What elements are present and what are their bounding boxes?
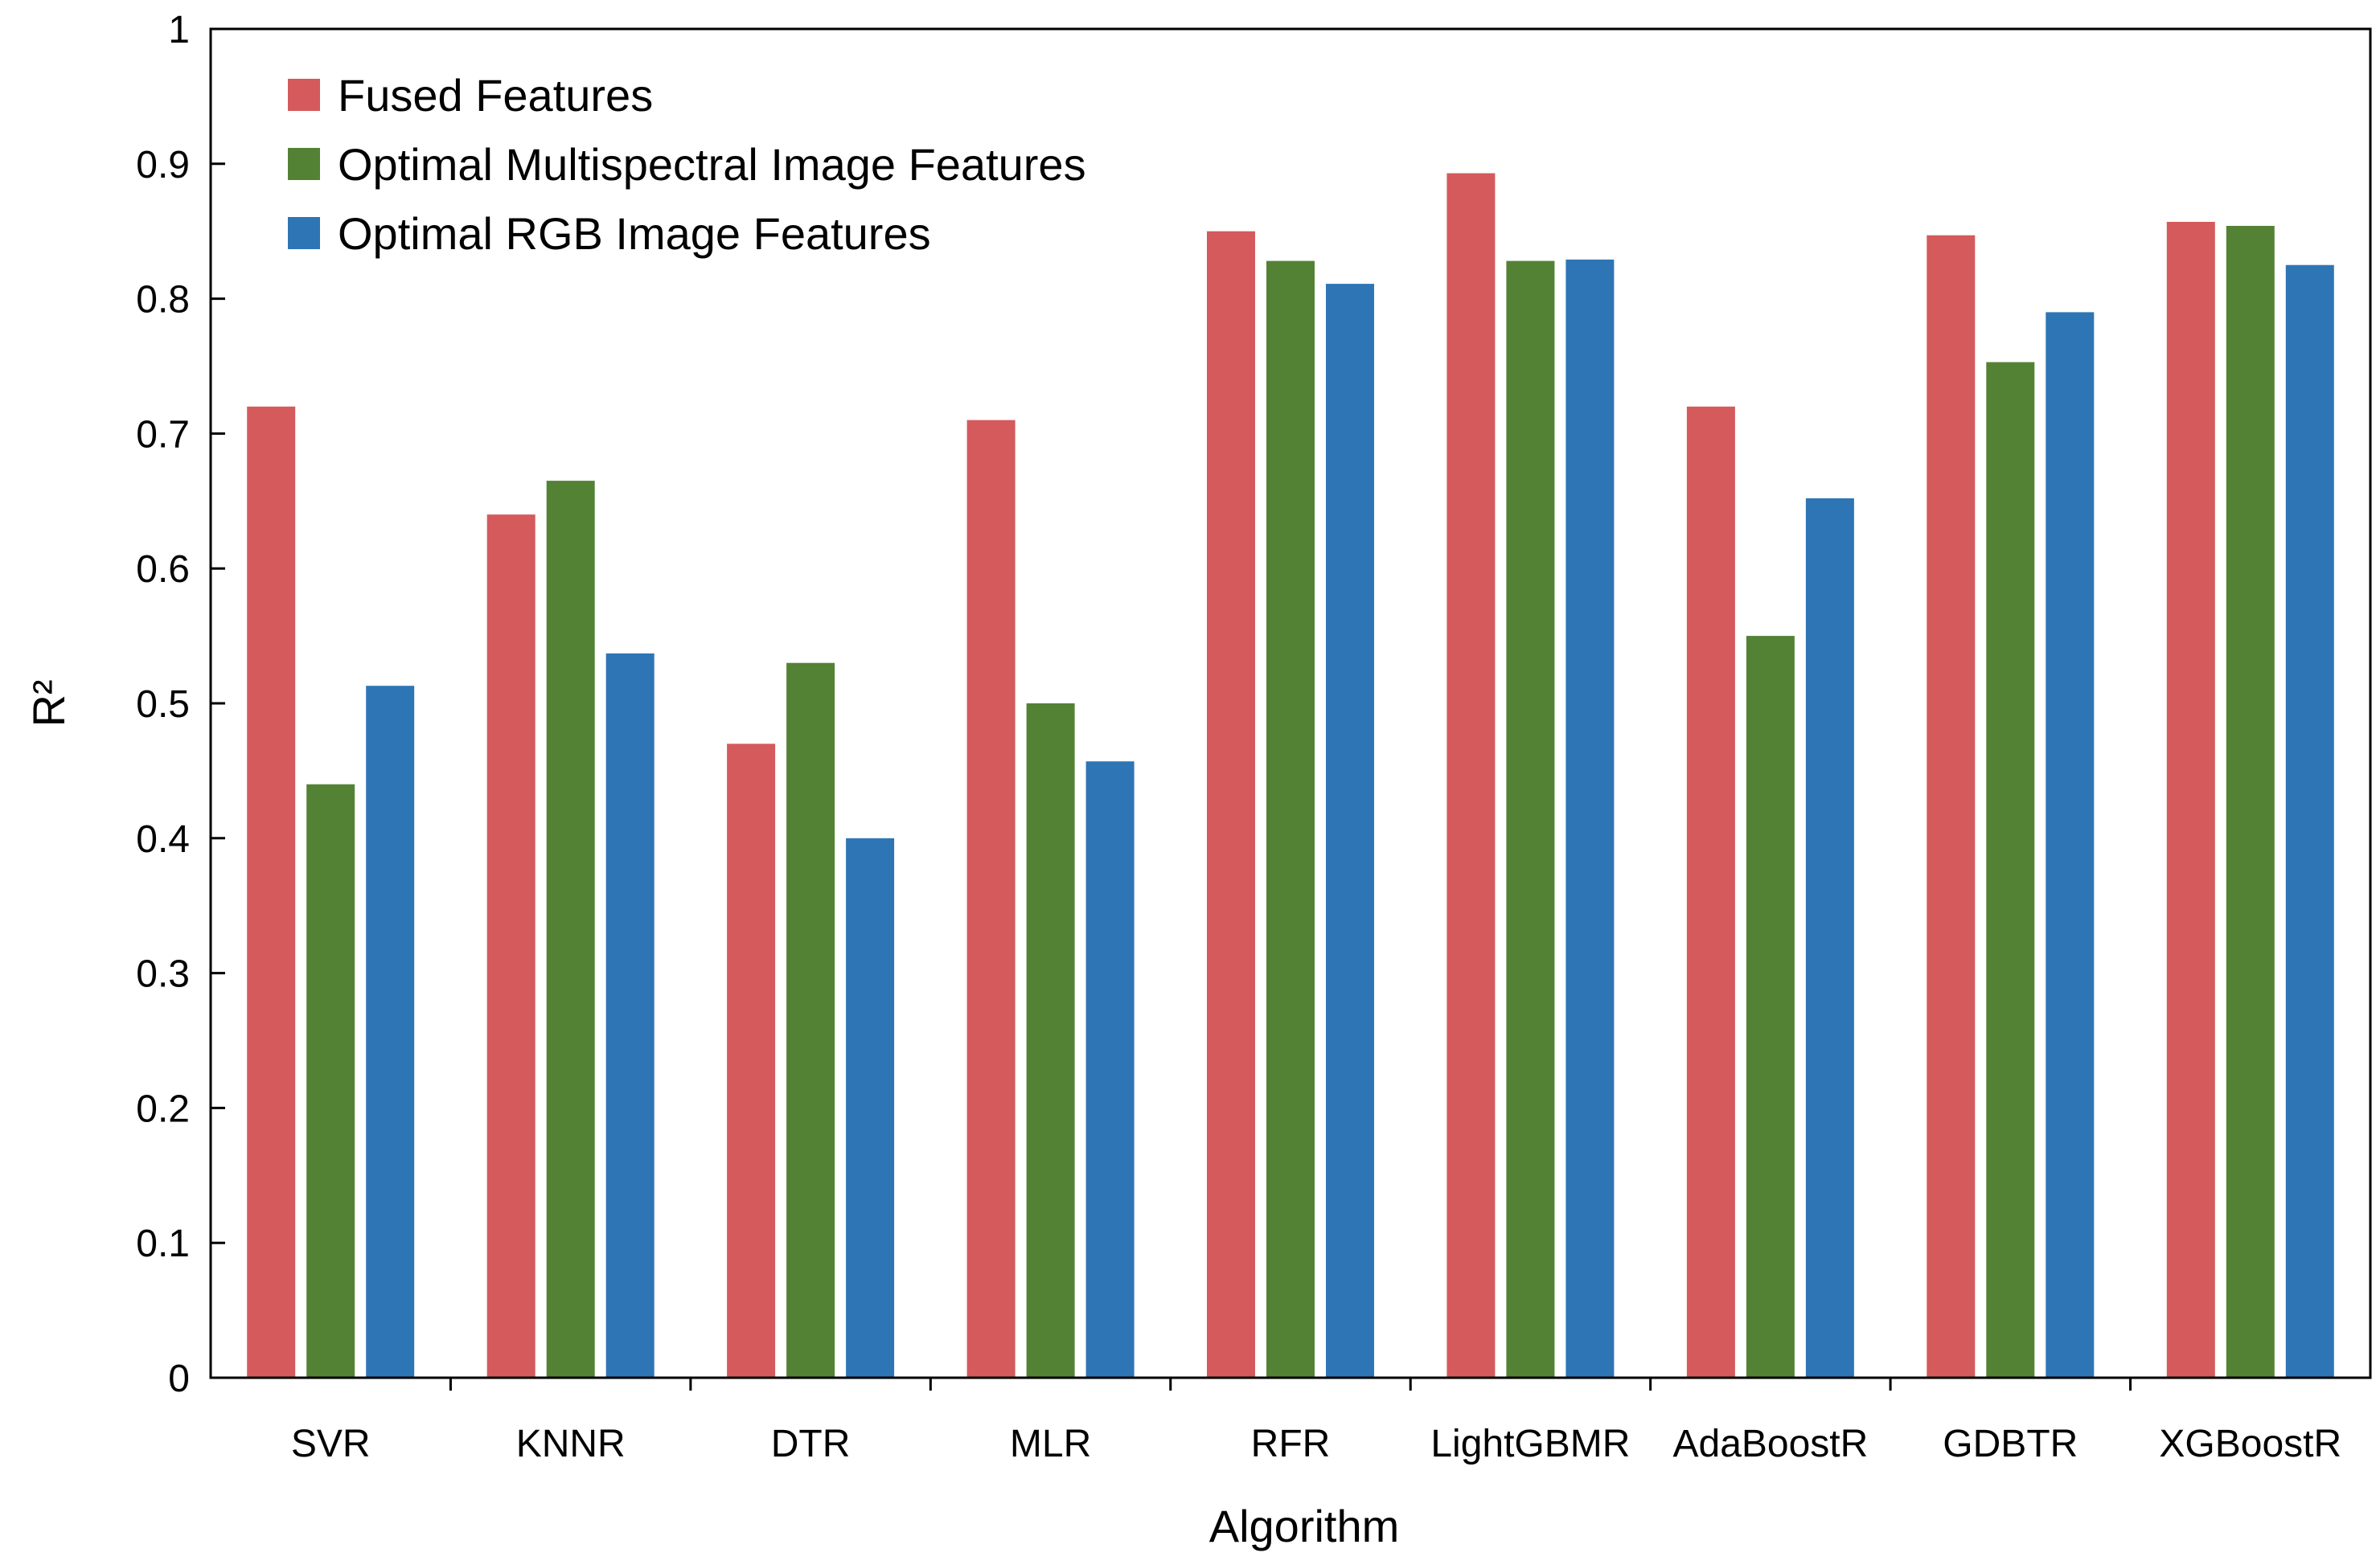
bar-adaboostr-series-2: [1746, 636, 1795, 1378]
y-tick-label: 0.5: [136, 683, 190, 726]
x-axis-title: Algorithm: [1209, 1501, 1400, 1551]
bar-adaboostr-series-3: [1805, 498, 1854, 1378]
x-axis: SVR KNNR DTR MLR RFR LightGBMR AdaBoostR GDBTR X…: [291, 1378, 2341, 1465]
x-category-label: RFR: [1251, 1423, 1331, 1465]
x-category-label: GDBTR: [1943, 1423, 2078, 1465]
bar-svr-series-3: [366, 686, 415, 1378]
y-tick-label: 0.2: [136, 1088, 190, 1130]
y-tick-label: 1: [168, 9, 190, 51]
bar-mlr-series-1: [966, 420, 1016, 1378]
bar-knnr-series-2: [546, 481, 595, 1378]
y-tick-label: 0.6: [136, 548, 190, 591]
bar-rfr-series-2: [1266, 260, 1315, 1379]
bar-knnr-series-3: [605, 653, 654, 1378]
bar-gdbtr-series-3: [2046, 312, 2095, 1378]
bar-dtr-series-1: [727, 744, 776, 1378]
y-tick-label: 0.8: [136, 279, 190, 322]
x-category-label: KNNR: [516, 1423, 626, 1465]
y-axis: 0 0.1 0.2 0.3 0.4 0.5 0.6 0.7 0.8 0.9 1: [136, 9, 225, 1400]
bar-gdbtr-series-2: [1986, 362, 2035, 1378]
legend-label: Fused Features: [338, 70, 653, 121]
x-category-label: XGBoostR: [2159, 1423, 2341, 1465]
bar-adaboostr-series-1: [1686, 406, 1735, 1378]
bar-rfr-series-3: [1326, 284, 1374, 1379]
bar-lightgbmr-series-1: [1446, 173, 1496, 1378]
legend-swatch: [288, 217, 320, 249]
x-category-label: DTR: [771, 1423, 851, 1465]
bar-mlr-series-2: [1026, 703, 1075, 1378]
y-tick-label: 0.1: [136, 1223, 190, 1265]
y-tick-label: 0: [168, 1358, 190, 1400]
bar-xgboostr-series-1: [2166, 222, 2215, 1378]
bar-dtr-series-3: [846, 838, 895, 1378]
x-category-label: AdaBoostR: [1672, 1423, 1868, 1465]
bars-layer: [247, 173, 2334, 1379]
legend-label: Optimal Multispectral Image Features: [338, 139, 1086, 190]
bar-lightgbmr-series-3: [1565, 259, 1615, 1378]
x-category-label: LightGBMR: [1430, 1423, 1630, 1465]
legend: Fused Features Optimal Multispectral Imag…: [288, 70, 1086, 259]
legend-swatch: [288, 148, 320, 180]
y-axis-title: R²: [23, 679, 74, 727]
bar-lightgbmr-series-2: [1506, 260, 1555, 1379]
y-tick-label: 0.7: [136, 413, 190, 456]
bar-mlr-series-3: [1085, 761, 1135, 1378]
bar-knnr-series-1: [486, 514, 536, 1378]
bar-xgboostr-series-3: [2285, 264, 2334, 1379]
y-tick-label: 0.4: [136, 818, 190, 861]
y-tick-label: 0.9: [136, 144, 190, 186]
legend-label: Optimal RGB Image Features: [338, 208, 931, 259]
bar-xgboostr-series-2: [2226, 226, 2275, 1378]
bar-gdbtr-series-1: [1927, 235, 1976, 1379]
legend-swatch: [288, 79, 320, 111]
bar-svr-series-1: [247, 406, 296, 1378]
y-tick-label: 0.3: [136, 953, 190, 996]
bar-rfr-series-1: [1207, 231, 1255, 1379]
bar-dtr-series-2: [786, 662, 835, 1378]
bar-svr-series-2: [306, 784, 355, 1378]
x-category-label: MLR: [1010, 1423, 1091, 1465]
x-category-label: SVR: [291, 1423, 371, 1465]
